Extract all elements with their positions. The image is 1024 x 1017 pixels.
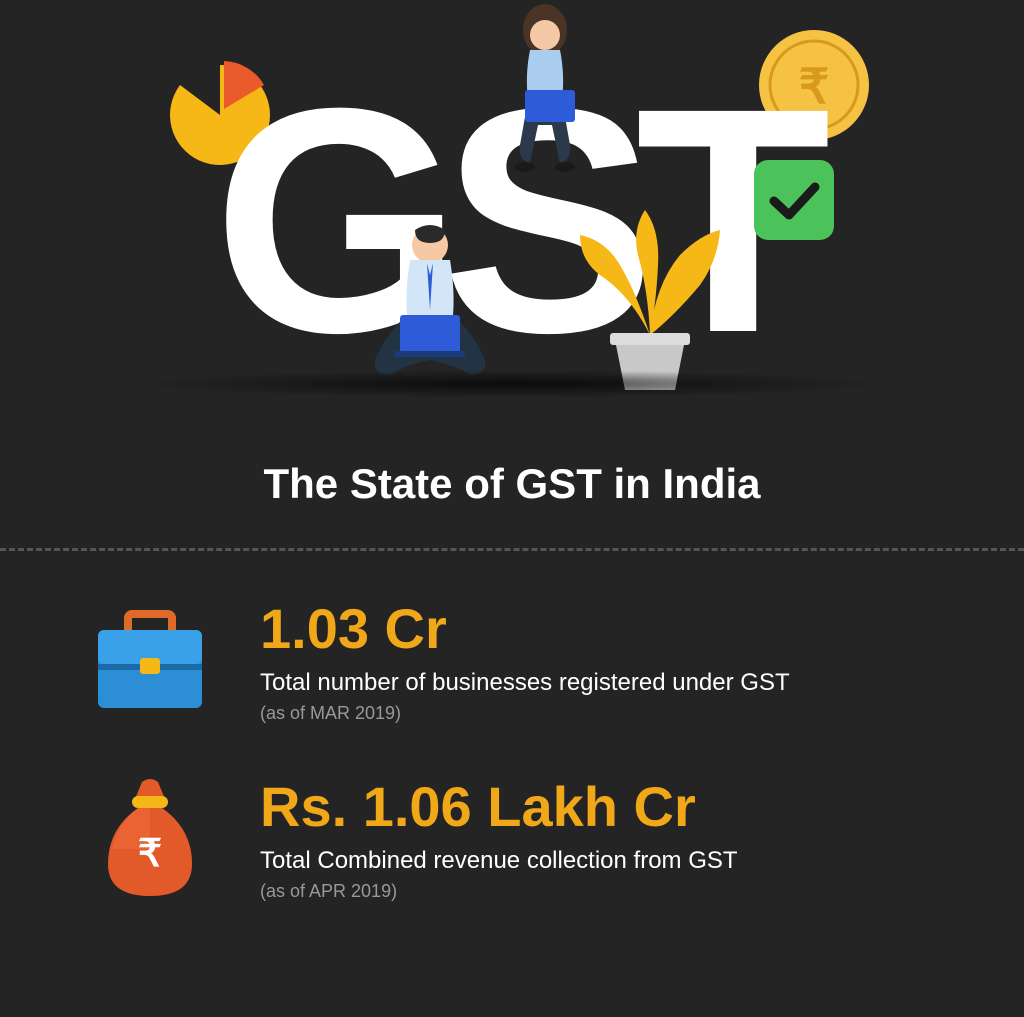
checkmark-badge-icon [749, 155, 839, 245]
plant-icon [560, 195, 740, 395]
briefcase-icon [90, 601, 210, 721]
stats-section: 1.03 Cr Total number of businesses regis… [0, 551, 1024, 902]
stat-date: (as of APR 2019) [260, 881, 934, 902]
man-with-laptop-icon [345, 215, 515, 395]
stat-label: Total number of businesses registered un… [260, 669, 934, 697]
stat-value: 1.03 Cr [260, 601, 934, 657]
woman-with-laptop-icon [470, 0, 620, 175]
letters-shadow [132, 370, 892, 398]
stat-label: Total Combined revenue collection from G… [260, 847, 934, 875]
svg-text:₹: ₹ [138, 833, 162, 875]
money-bag-icon: ₹ [90, 779, 210, 899]
stat-date: (as of MAR 2019) [260, 703, 934, 724]
stat-revenue: ₹ Rs. 1.06 Lakh Cr Total Combined revenu… [90, 779, 934, 902]
hero-section: ₹ GST [0, 0, 1024, 520]
stat-businesses: 1.03 Cr Total number of businesses regis… [90, 601, 934, 724]
stat-value: Rs. 1.06 Lakh Cr [260, 779, 934, 835]
